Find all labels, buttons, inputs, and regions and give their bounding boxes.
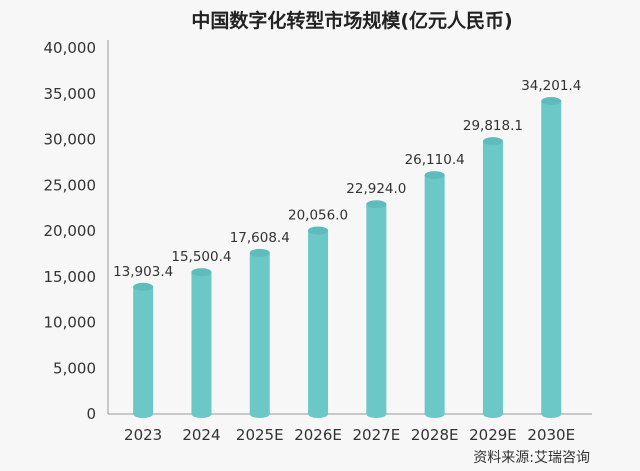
data-label: 17,608.4	[230, 230, 290, 246]
bar-top	[191, 268, 212, 277]
y-tick-label: 30,000	[44, 131, 97, 149]
y-tick-label: 10,000	[44, 314, 97, 332]
y-tick-label: 20,000	[44, 222, 97, 240]
x-tick-label: 2026E	[294, 426, 342, 444]
bar-2030E: 34,201.4 2030E	[521, 78, 581, 444]
data-label: 13,903.4	[113, 264, 173, 280]
x-tick-label: 2028E	[411, 426, 459, 444]
x-tick-label: 2030E	[527, 426, 575, 444]
bar-2026E: 20,056.0 2026E	[288, 207, 348, 444]
bar	[191, 272, 212, 414]
bar-top	[424, 171, 445, 180]
x-tick-label: 2027E	[353, 426, 401, 444]
bar-top	[541, 97, 562, 106]
bar-top	[249, 248, 270, 257]
data-label: 22,924.0	[346, 181, 406, 197]
bar-2027E: 22,924.0 2027E	[346, 181, 406, 444]
data-label: 29,818.1	[463, 118, 523, 134]
y-tick-label: 5,000	[53, 359, 96, 377]
bar-top	[482, 137, 503, 146]
y-tick-label: 25,000	[44, 176, 97, 194]
bar-2023: 13,903.4 2023	[113, 264, 173, 444]
bar	[541, 101, 562, 414]
bar-2028E: 26,110.4 2028E	[405, 152, 465, 444]
bar	[249, 252, 270, 414]
y-tick-label: 40,000	[44, 39, 97, 57]
y-tick-label: 0	[86, 405, 96, 423]
bar	[366, 204, 387, 414]
data-label: 26,110.4	[405, 152, 465, 168]
bar	[482, 141, 503, 415]
bar-2024: 15,500.4 2024	[171, 249, 231, 444]
bar-top	[366, 200, 387, 209]
x-tick-label: 2025E	[236, 426, 284, 444]
source-note: 资料来源:艾瑞咨询	[473, 450, 590, 466]
bar-2029E: 29,818.1 2029E	[463, 118, 523, 444]
bar-top	[133, 282, 154, 291]
x-tick-label: 2029E	[469, 426, 517, 444]
bar	[424, 175, 445, 414]
bar-2025E: 17,608.4 2025E	[230, 230, 290, 444]
bar	[308, 230, 329, 414]
y-tick-label: 35,000	[44, 85, 97, 103]
data-label: 20,056.0	[288, 207, 348, 223]
chart-title: 中国数字化转型市场规模(亿元人民币)	[191, 9, 512, 32]
data-label: 15,500.4	[171, 249, 231, 265]
x-tick-label: 2023	[124, 426, 162, 444]
data-label: 34,201.4	[521, 78, 581, 94]
bar-top	[308, 226, 329, 235]
x-tick-label: 2024	[182, 426, 220, 444]
bar	[133, 286, 154, 414]
y-tick-label: 15,000	[44, 268, 97, 286]
